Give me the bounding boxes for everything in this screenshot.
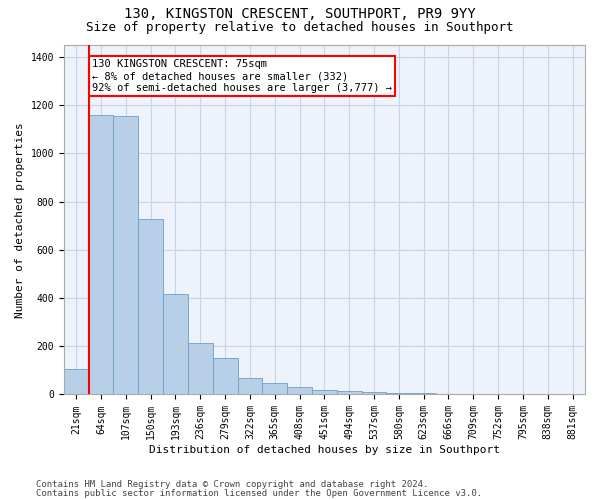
Text: 130 KINGSTON CRESCENT: 75sqm
← 8% of detached houses are smaller (332)
92% of se: 130 KINGSTON CRESCENT: 75sqm ← 8% of det… [92,60,392,92]
Bar [362,392,386,394]
Bar [212,358,238,394]
Y-axis label: Number of detached properties: Number of detached properties [15,122,25,318]
Bar [64,369,89,394]
Text: 130, KINGSTON CRESCENT, SOUTHPORT, PR9 9YY: 130, KINGSTON CRESCENT, SOUTHPORT, PR9 9… [124,8,476,22]
Bar [238,378,262,394]
Text: Contains HM Land Registry data © Crown copyright and database right 2024.: Contains HM Land Registry data © Crown c… [36,480,428,489]
Bar [113,116,138,394]
Bar [386,393,411,394]
Bar [287,387,312,394]
Bar [138,218,163,394]
Bar [188,342,212,394]
Bar [312,390,337,394]
Text: Contains public sector information licensed under the Open Government Licence v3: Contains public sector information licen… [36,488,482,498]
X-axis label: Distribution of detached houses by size in Southport: Distribution of detached houses by size … [149,445,500,455]
Bar [163,294,188,394]
Bar [337,391,362,394]
Bar [89,115,113,394]
Text: Size of property relative to detached houses in Southport: Size of property relative to detached ho… [86,21,514,34]
Bar [262,383,287,394]
